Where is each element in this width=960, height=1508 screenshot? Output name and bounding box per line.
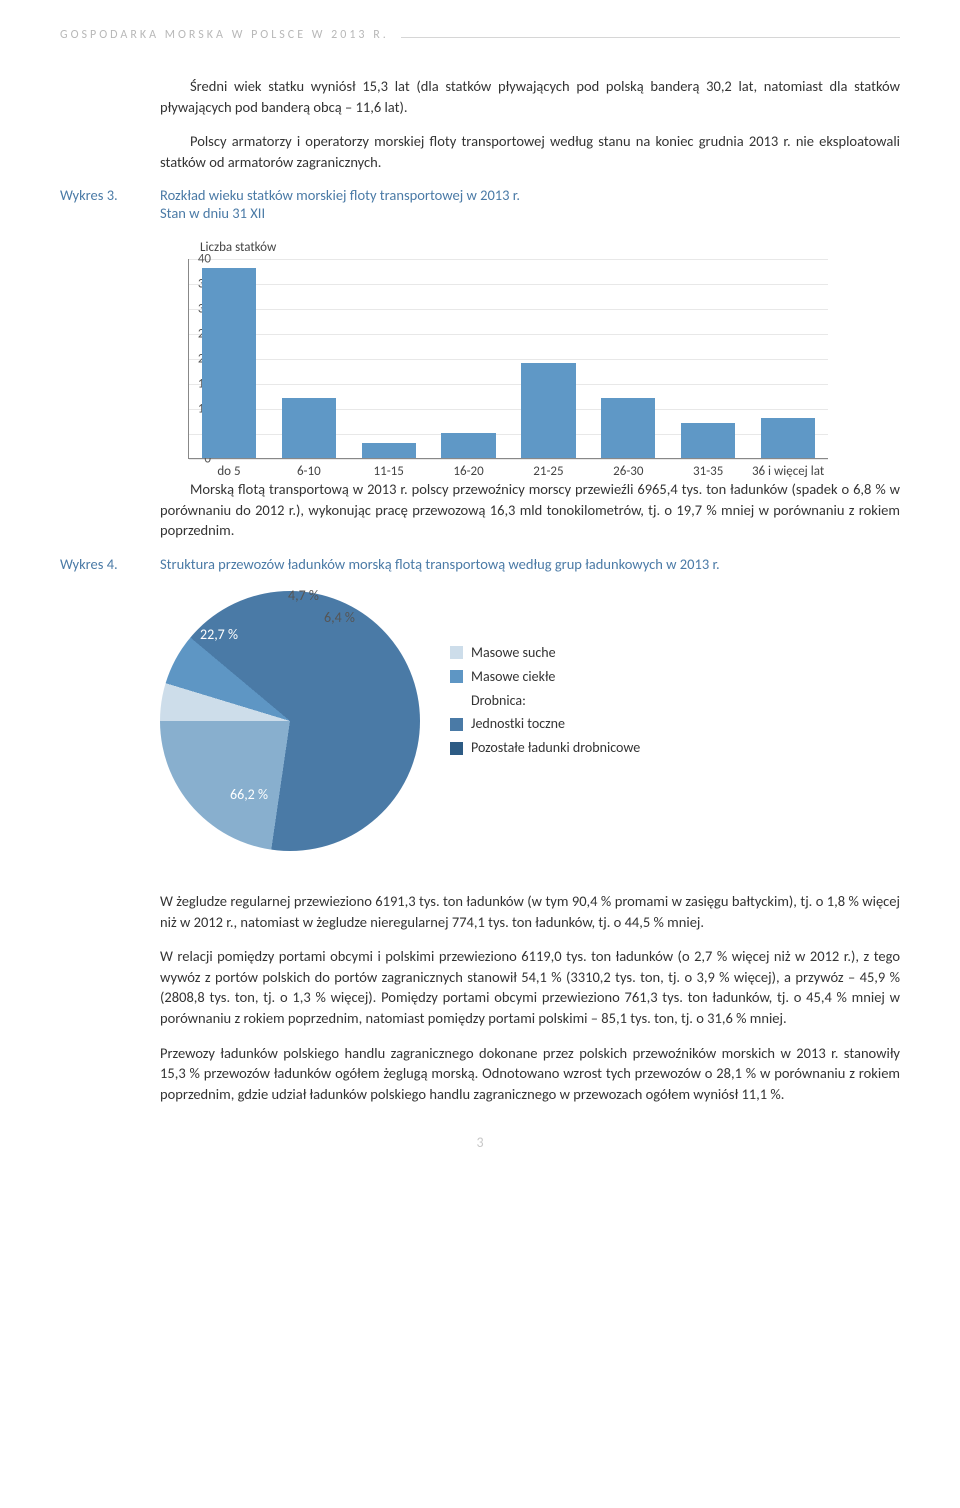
bottom-text-1: W żegludze regularnej przewieziono 6191,… — [160, 892, 900, 931]
pie-chart-section: 22,7 %4,7 %6,4 %66,2 % Masowe suche Maso… — [160, 591, 900, 851]
page-header: GOSPODARKA MORSKA W POLSCE W 2013 R. — [60, 28, 900, 42]
legend-row-3: Jednostki toczne — [450, 712, 640, 736]
pie-slice-label: 22,7 % — [200, 626, 238, 643]
mid-paragraph: Morską flotą transportową w 2013 r. pols… — [160, 479, 900, 541]
mid-text: Morską flotą transportową w 2013 r. pols… — [160, 480, 900, 539]
chart4-heading: Wykres 4. Struktura przewozów ładunków m… — [60, 555, 900, 573]
chart3-label: Wykres 3. — [60, 186, 160, 222]
pie-chart: 22,7 %4,7 %6,4 %66,2 % — [160, 591, 420, 851]
legend-swatch-1 — [450, 646, 463, 659]
intro-text-2: Polscy armatorzy i operatorzy morskiej f… — [160, 132, 900, 171]
legend-swatch-2 — [450, 670, 463, 683]
legend-text-3: Jednostki toczne — [471, 712, 565, 736]
legend-subhead: Drobnica: — [471, 689, 640, 713]
page-number: 3 — [60, 1134, 900, 1151]
legend-row-2: Masowe ciekłe — [450, 665, 640, 689]
chart4-label: Wykres 4. — [60, 555, 160, 573]
bottom-para-1: W żegludze regularnej przewieziono 6191,… — [160, 891, 900, 932]
bar-chart: Liczba statków 0510152025303540do 56-101… — [160, 240, 900, 459]
bar-y-title: Liczba statków — [200, 240, 900, 255]
legend-row-4: Pozostałe ładunki drobnicowe — [450, 736, 640, 760]
header-title: GOSPODARKA MORSKA W POLSCE W 2013 R. — [60, 28, 389, 42]
legend-text-1: Masowe suche — [471, 641, 556, 665]
legend-swatch-4 — [450, 742, 463, 755]
pie-legend: Masowe suche Masowe ciekłe Drobnica: Jed… — [450, 641, 640, 760]
legend-swatch-3 — [450, 718, 463, 731]
bottom-text-2: W relacji pomiędzy portami obcymi i pols… — [160, 947, 900, 1027]
bottom-para-3: Przewozy ładunków polskiego handlu zagra… — [160, 1043, 900, 1105]
bottom-text-3: Przewozy ładunków polskiego handlu zagra… — [160, 1044, 900, 1103]
intro-paragraph-2: Polscy armatorzy i operatorzy morskiej f… — [160, 131, 900, 172]
legend-row-1: Masowe suche — [450, 641, 640, 665]
header-rule — [401, 37, 900, 38]
pie-slice-label: 66,2 % — [230, 786, 268, 803]
chart4-title: Struktura przewozów ładunków morską flot… — [160, 555, 720, 573]
pie-slice-label: 6,4 % — [324, 609, 355, 626]
bottom-para-2: W relacji pomiędzy portami obcymi i pols… — [160, 946, 900, 1028]
chart3-title: Rozkład wieku statków morskiej floty tra… — [160, 186, 520, 204]
legend-text-2: Masowe ciekłe — [471, 665, 555, 689]
pie-slice-label: 4,7 % — [288, 587, 319, 604]
chart3-heading: Wykres 3. Rozkład wieku statków morskiej… — [60, 186, 900, 222]
chart3-subtitle: Stan w dniu 31 XII — [160, 204, 520, 222]
intro-paragraph-1: Średni wiek statku wyniósł 15,3 lat (dla… — [160, 76, 900, 117]
intro-text-1: Średni wiek statku wyniósł 15,3 lat (dla… — [160, 77, 900, 116]
legend-text-4: Pozostałe ładunki drobnicowe — [471, 736, 640, 760]
